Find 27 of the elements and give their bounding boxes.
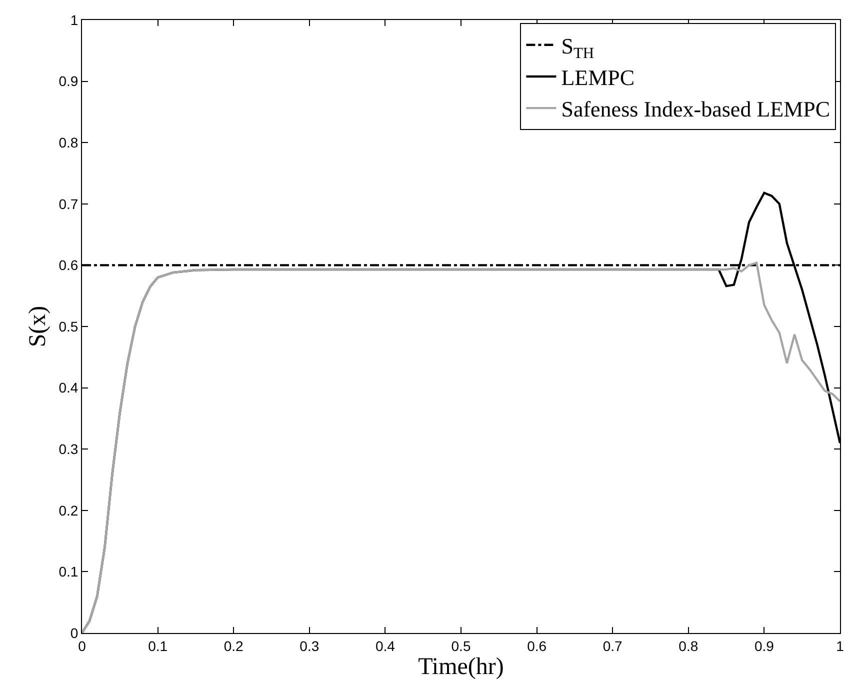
x-tick-label: 0.5 — [451, 638, 471, 654]
x-tick-label: 0.2 — [224, 638, 244, 654]
x-tick-label: 0.6 — [527, 638, 547, 654]
legend-label: Safeness Index-based LEMPC — [561, 96, 830, 122]
y-tick-label: 0.2 — [58, 502, 78, 518]
x-axis-title: Time(hr) — [418, 654, 504, 680]
y-tick-label: 0 — [70, 624, 78, 641]
y-tick-label: 0.1 — [58, 564, 78, 580]
y-tick-label: 0.9 — [58, 73, 78, 90]
y-tick-label: 1 — [70, 12, 78, 28]
y-tick-label: 0.4 — [58, 380, 78, 396]
legend-label: LEMPC — [561, 65, 635, 90]
x-tick-label: 0.9 — [754, 638, 774, 654]
x-tick-label: 0.7 — [602, 638, 623, 654]
x-tick-label: 1 — [836, 638, 844, 654]
y-tick-label: 0.6 — [58, 257, 78, 274]
x-tick-label: 0.1 — [148, 638, 168, 654]
y-axis-title: S(x) — [24, 306, 51, 348]
legend-label: S$_{TH}$ — [561, 33, 594, 62]
y-tick-label: 0.7 — [58, 196, 78, 212]
x-tick-label: 0.3 — [300, 638, 320, 654]
x-tick-label: 0.4 — [375, 638, 396, 654]
line-series — [82, 262, 840, 633]
y-tick-label: 0.3 — [58, 441, 78, 457]
x-tick-label: 0.8 — [678, 638, 698, 654]
y-tick-label: 0.5 — [58, 318, 78, 334]
y-tick-label: 0.8 — [58, 134, 78, 150]
